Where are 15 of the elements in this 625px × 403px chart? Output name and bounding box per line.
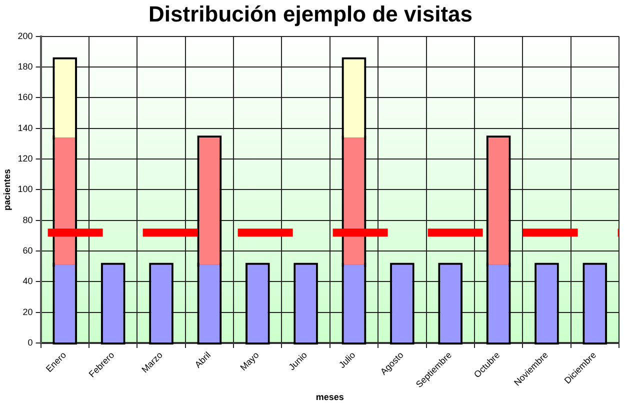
y-tick-label: 100 <box>18 184 33 194</box>
x-axis-title: meses <box>316 392 344 402</box>
chart-title: Distribución ejemplo de visitas <box>148 1 472 26</box>
y-tick-label: 40 <box>22 276 33 286</box>
y-tick-label: 180 <box>18 62 33 72</box>
y-tick-label: 60 <box>22 246 33 256</box>
y-tick-label: 140 <box>18 122 33 133</box>
y-tick-label: 80 <box>22 214 33 225</box>
y-axis-title: pacientes <box>2 168 12 210</box>
x-tick-label: Julio <box>337 350 358 370</box>
y-tick-label: 20 <box>22 306 33 317</box>
y-tick-label: 160 <box>18 92 33 102</box>
y-tick-label: 0 <box>28 338 33 348</box>
y-tick-label: 120 <box>18 154 33 164</box>
y-tick-label: 200 <box>18 30 33 41</box>
